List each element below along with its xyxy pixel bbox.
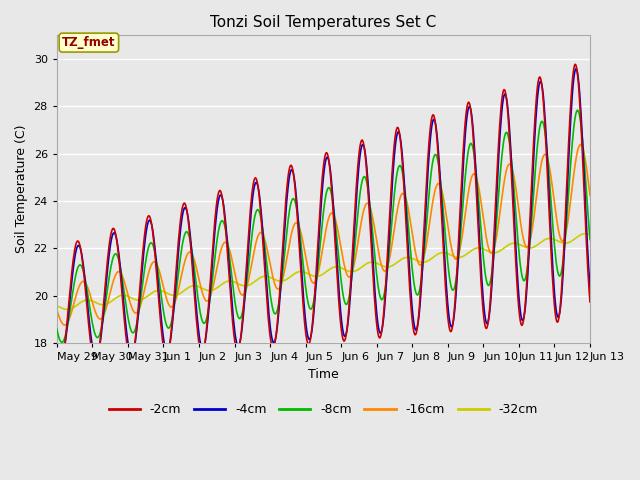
Y-axis label: Soil Temperature (C): Soil Temperature (C) xyxy=(15,125,28,253)
Legend: -2cm, -4cm, -8cm, -16cm, -32cm: -2cm, -4cm, -8cm, -16cm, -32cm xyxy=(104,398,543,421)
Text: TZ_fmet: TZ_fmet xyxy=(62,36,116,49)
Title: Tonzi Soil Temperatures Set C: Tonzi Soil Temperatures Set C xyxy=(211,15,436,30)
X-axis label: Time: Time xyxy=(308,368,339,381)
